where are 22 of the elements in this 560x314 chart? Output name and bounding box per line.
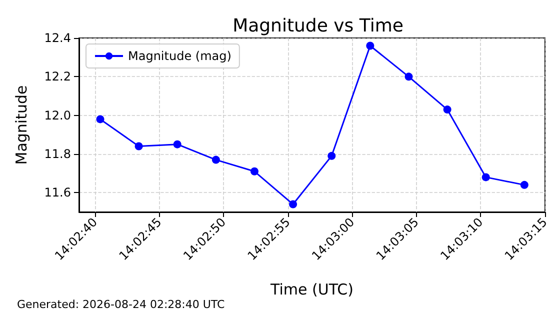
point (212, 156, 220, 164)
point (366, 42, 374, 50)
point (250, 167, 258, 176)
point (96, 115, 104, 124)
point (134, 142, 143, 150)
y-tick-label: 11.8 (44, 147, 71, 161)
x-axis-title: Time (UTC) (270, 280, 354, 298)
point (328, 152, 336, 160)
point (404, 72, 413, 81)
legend-label: Magnitude (mag) (128, 49, 232, 63)
point (289, 200, 298, 208)
point (482, 173, 490, 182)
y-tick-label: 11.6 (44, 186, 71, 200)
chart-title: Magnitude vs Time (232, 16, 404, 36)
point (173, 140, 182, 148)
y-tick-label: 12.0 (44, 108, 71, 122)
y-axis-title: Magnitude (12, 85, 30, 165)
y-tick-label: 12.4 (44, 31, 71, 45)
text: Generated: 2026-08-24 02:28:40 UTC (17, 298, 226, 311)
point (443, 106, 452, 114)
point (520, 180, 528, 189)
y-tick-label: 12.2 (44, 70, 71, 84)
